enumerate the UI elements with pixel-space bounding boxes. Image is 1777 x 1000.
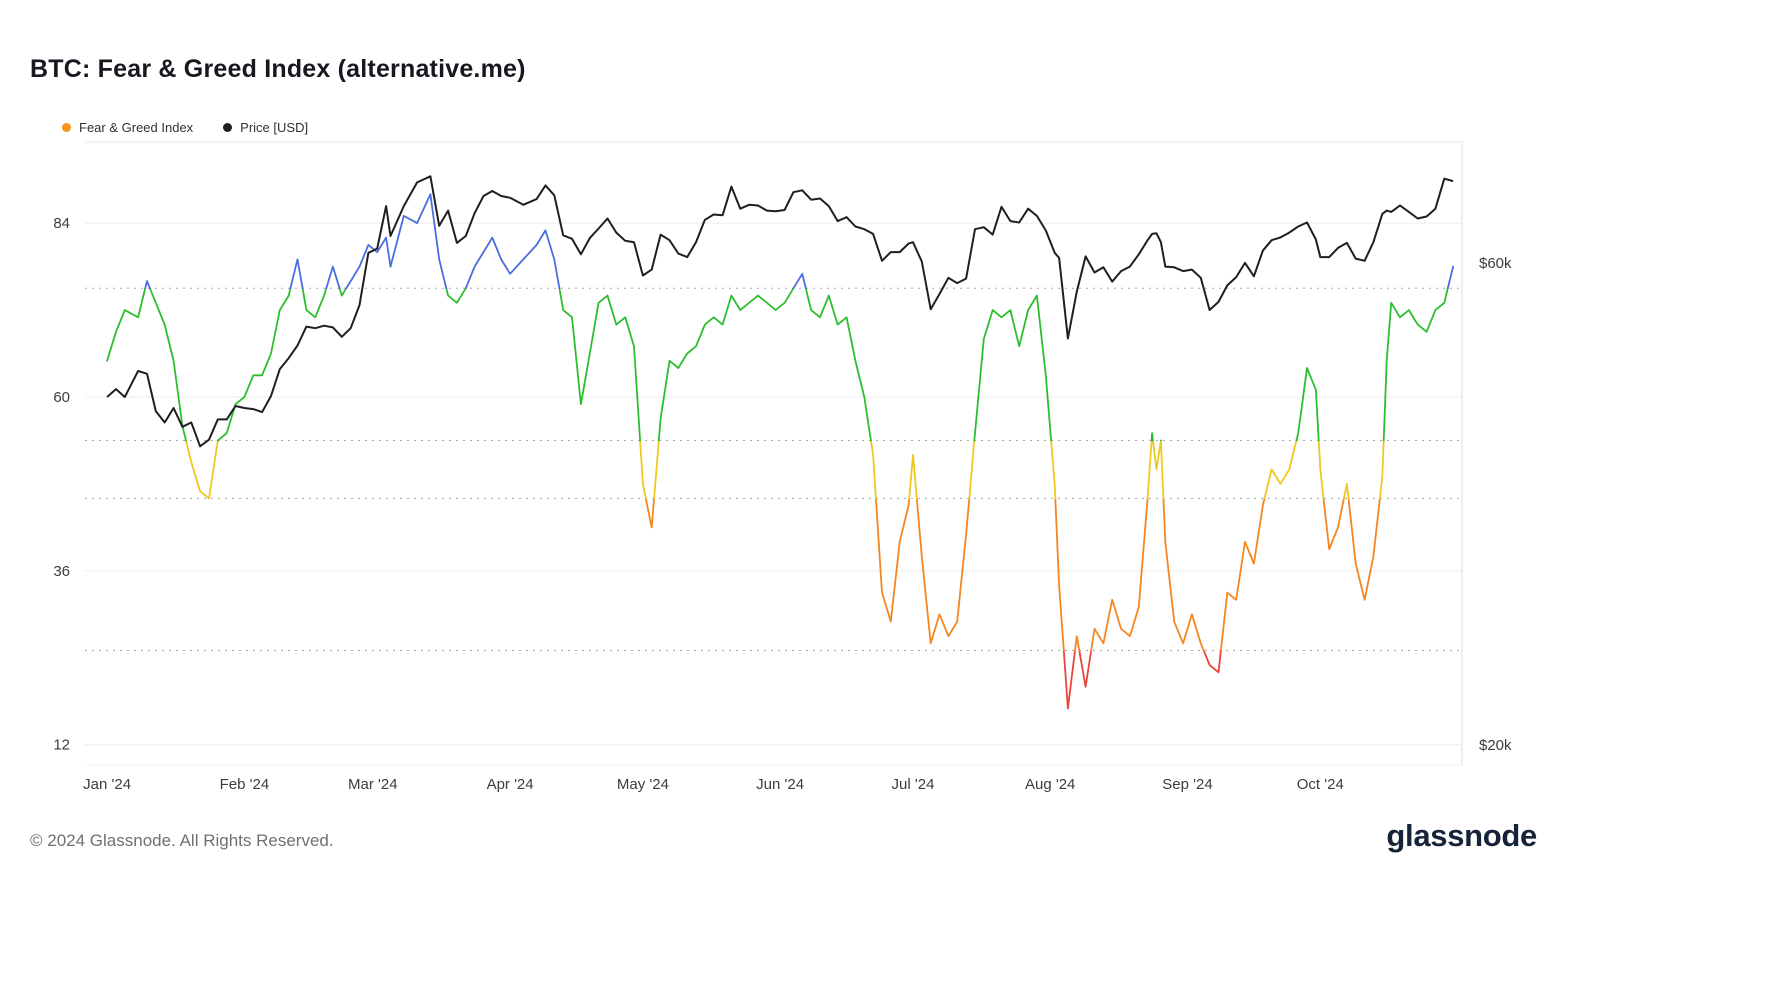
fgi-axis-tick: 36 [53,563,70,580]
fgi-segments-fear [644,497,1381,652]
legend-item-price[interactable]: Price [USD] [223,120,308,135]
legend-item-fear-greed[interactable]: Fear & Greed Index [62,120,193,135]
price-legend-dot-icon [223,123,233,132]
fgi-segments-greed [106,287,1449,442]
fgi-segments-extreme_greed [144,193,1454,290]
fgi-axis-tick: 12 [53,737,70,754]
glassnode-wordmark[interactable]: glassnode [1386,818,1537,853]
price-series [106,175,1454,448]
x-axis-tick: Feb '24 [220,776,270,793]
x-axis-tick: Mar '24 [348,776,398,793]
legend-label-price: Price [USD] [240,120,309,135]
x-axis-tick: May '24 [617,776,669,793]
fgi-segments-extreme_fear [1062,649,1222,710]
page-title: BTC: Fear & Greed Index (alternative.me) [30,54,526,83]
fear-greed-legend-dot-icon [62,123,71,132]
fear-greed-price-chart[interactable]: 84 60 36 12 $60k $20k Jan '24 Feb '24 Mar '24 Apr… [0,0,1777,810]
x-axis-tick: Jul '24 [892,776,935,793]
x-axis-tick: Apr '24 [487,776,534,793]
x-axis-tick: Oct '24 [1297,776,1344,793]
axis-labels: 84 60 36 12 $60k $20k Jan '24 Feb '24 Mar '24 Apr… [53,215,1512,793]
legend-label-fear-greed: Fear & Greed Index [79,120,194,135]
fgi-axis-tick: 84 [53,215,70,232]
price-axis-tick: $20k [1479,737,1512,754]
fgi-axis-tick: 60 [53,389,70,406]
x-axis-tick: Jun '24 [756,776,804,793]
legend: Fear & Greed Index Price [USD] [62,120,308,135]
price-axis-tick: $60k [1479,255,1512,272]
gridlines [85,141,1463,766]
fgi-segments-neutral [185,439,1385,500]
x-axis-tick: Sep '24 [1162,776,1212,793]
fear-greed-series [106,193,1454,710]
x-axis-tick: Jan '24 [83,776,131,793]
x-axis-tick: Aug '24 [1025,776,1075,793]
copyright-text: © 2024 Glassnode. All Rights Reserved. [30,831,334,850]
